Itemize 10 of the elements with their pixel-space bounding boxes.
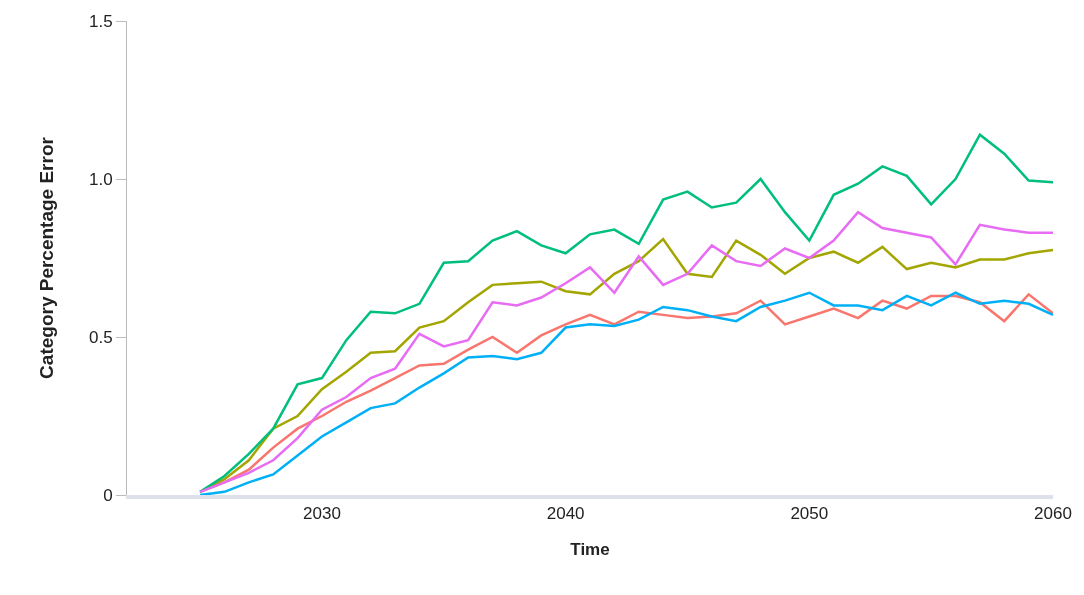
- y-tick-label: 1.5: [88, 11, 113, 31]
- x-tick-label: 2030: [303, 504, 341, 524]
- x-tick-label: 2050: [790, 504, 829, 524]
- y-tick-label: 0.5: [88, 327, 113, 347]
- y-axis-title: Category Percentage Error: [35, 136, 57, 379]
- y-tick-label: 1.0: [88, 169, 113, 189]
- x-axis-title: Time: [570, 540, 610, 560]
- y-tick-label: 0: [103, 485, 113, 505]
- x-tick-label: 2060: [1034, 504, 1072, 524]
- x-tick-label: 2040: [546, 504, 585, 524]
